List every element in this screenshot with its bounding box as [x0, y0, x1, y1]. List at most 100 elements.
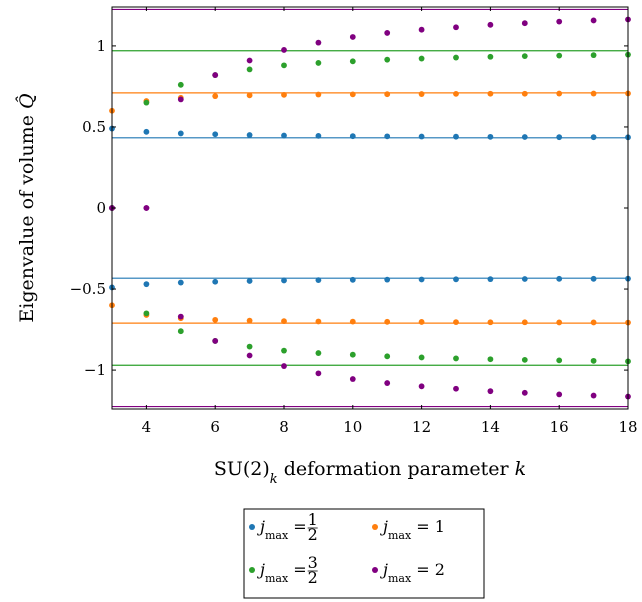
point-series-2-neg — [349, 318, 356, 325]
point-series-2-neg — [453, 319, 459, 326]
point-series-2 — [521, 90, 528, 97]
point-series-1-neg — [281, 277, 287, 284]
y-tick-label: 0 — [96, 199, 106, 217]
point-series-1 — [212, 131, 219, 138]
point-series-1-neg — [212, 278, 219, 285]
point-series-2-neg — [384, 318, 391, 325]
point-series-2-neg — [487, 319, 494, 326]
legend-marker-3 — [249, 567, 255, 573]
point-series-3 — [487, 53, 494, 60]
point-series-4 — [556, 18, 563, 25]
point-series-4 — [246, 57, 253, 64]
x-tick-label: 4 — [142, 418, 152, 436]
point-series-3 — [281, 62, 287, 69]
point-series-4-neg — [521, 389, 528, 396]
y-tick-label: −0.5 — [70, 280, 106, 298]
point-series-2-neg — [418, 319, 425, 325]
point-series-3-neg — [590, 357, 597, 364]
plot-area — [111, 6, 629, 410]
point-series-1-neg — [384, 276, 391, 283]
point-series-4 — [521, 20, 528, 27]
asymptote-lines — [112, 8, 628, 408]
point-series-1 — [418, 133, 425, 140]
legend-frac-den: 2 — [308, 568, 318, 587]
point-series-1-neg — [418, 276, 425, 283]
data-points — [109, 16, 631, 400]
legend-label-2: jmax = 1 — [380, 517, 445, 542]
point-series-4-neg — [556, 391, 563, 398]
point-series-4 — [418, 26, 425, 33]
point-series-4-neg — [177, 313, 184, 320]
point-series-1-neg — [487, 276, 494, 283]
legend-label-4: jmax = 2 — [380, 560, 445, 585]
point-series-2-neg — [521, 319, 528, 326]
point-series-1 — [143, 128, 150, 135]
legend-frac-num: 1 — [308, 510, 318, 529]
point-series-3-neg — [177, 328, 184, 335]
point-series-2 — [418, 91, 425, 97]
legend-marker-2 — [372, 524, 378, 530]
legend-frac-num: 3 — [308, 553, 318, 572]
point-series-1-neg — [143, 281, 150, 288]
point-series-4 — [453, 24, 459, 31]
point-series-4 — [177, 96, 184, 103]
y-axis-ticks — [112, 45, 628, 371]
point-series-1 — [556, 134, 563, 141]
point-series-4 — [349, 34, 356, 40]
point-series-3-neg — [487, 356, 494, 363]
x-axis-ticks — [145, 7, 629, 409]
point-series-2 — [487, 90, 494, 97]
point-series-3 — [177, 81, 184, 88]
point-series-2-neg — [281, 318, 287, 325]
point-series-3-neg — [384, 353, 391, 360]
point-series-1-neg — [590, 275, 597, 282]
point-series-3 — [384, 56, 391, 63]
point-series-4 — [212, 72, 219, 78]
point-series-2-neg — [556, 319, 563, 326]
point-series-2-neg — [315, 318, 322, 325]
point-series-4-neg — [143, 205, 150, 211]
x-tick-label: 8 — [279, 418, 289, 436]
x-axis-tick-labels: 4 6 8 10 12 14 16 18 — [142, 418, 638, 436]
legend-marker-1 — [249, 524, 255, 530]
point-series-1 — [315, 132, 322, 139]
point-series-4-neg — [246, 352, 253, 359]
x-tick-label: 18 — [618, 418, 637, 436]
point-series-1-neg — [556, 275, 563, 282]
point-series-4 — [281, 47, 287, 53]
point-series-3 — [246, 66, 253, 73]
legend-label-3: jmax = — [257, 560, 307, 585]
point-series-2-neg — [212, 316, 219, 323]
point-series-3-neg — [521, 356, 528, 363]
point-series-3 — [143, 99, 150, 106]
point-series-1 — [590, 134, 597, 141]
point-series-4-neg — [315, 370, 322, 377]
y-tick-label: 0.5 — [82, 118, 106, 136]
point-series-2 — [349, 91, 356, 98]
point-series-2 — [590, 90, 597, 97]
x-tick-label: 6 — [210, 418, 220, 436]
point-series-3-neg — [281, 347, 287, 354]
point-series-3 — [521, 53, 528, 60]
point-series-4 — [384, 30, 391, 36]
point-series-4 — [590, 17, 597, 24]
point-series-4 — [315, 39, 322, 46]
point-series-1 — [246, 132, 253, 138]
x-tick-label: 14 — [481, 418, 500, 436]
point-series-1-neg — [521, 276, 528, 282]
point-series-2 — [212, 93, 219, 100]
point-series-1 — [487, 133, 494, 140]
point-series-4-neg — [212, 338, 219, 344]
point-series-1 — [384, 133, 391, 140]
point-series-2 — [453, 90, 459, 97]
point-series-4-neg — [384, 380, 391, 386]
point-series-1-neg — [349, 276, 356, 283]
point-series-2-neg — [590, 319, 597, 326]
point-series-3-neg — [246, 343, 253, 350]
point-series-4 — [487, 21, 494, 28]
point-series-3-neg — [315, 350, 322, 356]
y-axis-label: Eigenvalue of volume Q̂ — [16, 93, 38, 322]
point-series-1-neg — [177, 279, 184, 286]
